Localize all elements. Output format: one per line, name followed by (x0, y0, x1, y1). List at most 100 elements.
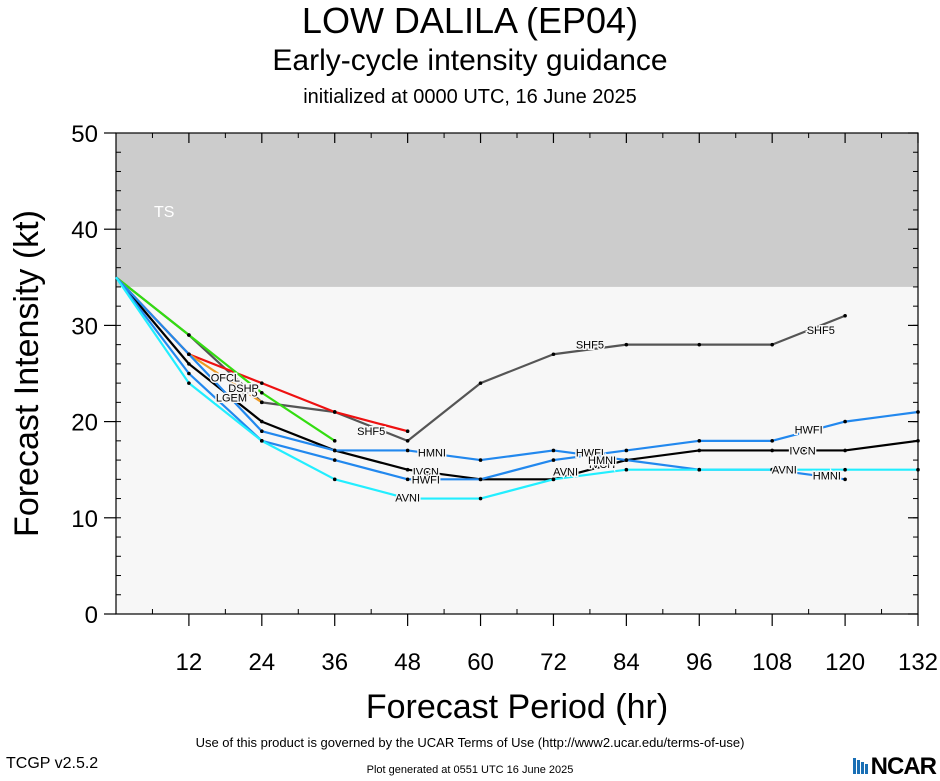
data-point-lgem (260, 400, 264, 405)
ncar-logo-text: NCAR (870, 753, 937, 780)
series-label-hwfi: HWFI (412, 474, 440, 486)
x-tick-label: 132 (898, 649, 938, 676)
intensity-band (116, 133, 918, 287)
series-label-hwfi: HWFI (576, 447, 604, 459)
data-point-avni (332, 477, 337, 482)
data-point-ivcn (843, 448, 847, 453)
y-tick-label: 30 (71, 313, 98, 340)
x-tick-label: 48 (394, 649, 421, 676)
intensity-chart: TS 0 10 20 30 40 50 12 24 36 48 60 72 84 96 108 120 132 Fo… (8, 121, 938, 726)
series-label-shf5: SHF5 (357, 426, 385, 438)
data-point-avni (624, 467, 629, 472)
data-point-hmni (624, 458, 629, 462)
x-tick-label: 36 (321, 649, 348, 676)
data-point-hwfi (332, 458, 337, 462)
series-label-shf5: SHF5 (576, 340, 604, 352)
ncar-logo-icon (852, 758, 868, 774)
data-point-ivcn (916, 439, 920, 443)
data-point-dshp (260, 381, 264, 385)
series-label-hwfi: HWFI (795, 424, 823, 436)
series-label-avni: AVNI (772, 465, 797, 477)
y-tick-label: 10 (71, 506, 98, 533)
data-point-hwfi (405, 477, 410, 482)
series-label-avni: AVNI (553, 467, 578, 479)
data-point-avni (843, 467, 847, 472)
x-tick-label: 12 (176, 649, 203, 676)
data-point-ivcn (770, 448, 774, 453)
data-point-hmni (478, 458, 483, 462)
chart-title: LOW DALILA (EP04) (301, 0, 639, 41)
data-point-hwfi (843, 419, 847, 424)
y-tick-label: 50 (71, 121, 98, 148)
band-label: TS (154, 204, 174, 221)
series-line-avni (115, 276, 918, 500)
generated-time: Plot generated at 0551 UTC 16 June 2025 (366, 764, 574, 776)
series-label-ivcn: IVCN (589, 459, 615, 471)
y-tick-label: 0 (85, 602, 98, 629)
series-label-hmni: HMNI (588, 455, 616, 467)
data-point-hmni (187, 352, 191, 357)
data-point-ivcn (260, 419, 264, 424)
data-point-avni (478, 496, 483, 501)
y-tick-label: 40 (71, 217, 98, 244)
x-tick-label: 60 (467, 649, 494, 676)
data-point-avni (770, 467, 774, 472)
y-axis-title: Forecast Intensity (kt) (8, 210, 46, 537)
series-label-ivcn: IVCN (789, 445, 815, 457)
data-point-hmni (551, 448, 556, 453)
version-label: TCGP v2.5.2 (6, 755, 99, 772)
data-point-ivcn (697, 448, 702, 453)
data-point-hmni (260, 429, 264, 434)
data-point-shf5 (697, 342, 702, 347)
series-group: SHF5SHF5SHF5SHF5DSHPOFCLLGEMIVCNIVCNIVCN… (115, 276, 920, 506)
terms-of-use: Use of this product is governed by the U… (195, 735, 745, 750)
data-point-hwfi (697, 439, 702, 443)
series-label-dshp: DSHP (228, 383, 259, 395)
data-point-avni (551, 477, 556, 482)
data-point-shf5 (551, 352, 556, 357)
ncar-logo: NCAR (852, 753, 937, 781)
data-point-avni (916, 467, 920, 472)
data-point-ofcl (332, 439, 337, 443)
x-tick-label: 72 (540, 649, 567, 676)
data-point-avni (260, 439, 264, 443)
initialization-time: initialized at 0000 UTC, 16 June 2025 (303, 86, 637, 108)
data-point-shf5 (624, 342, 629, 347)
series-label-shf5: SHF5 (807, 325, 835, 337)
series-label-ofcl: OFCL (211, 372, 240, 384)
data-point-ofcl (187, 333, 191, 337)
data-point-hwfi (624, 448, 629, 453)
data-point-hwfi (478, 477, 483, 482)
y-tick-label: 20 (71, 410, 98, 437)
x-tick-label: 120 (825, 649, 865, 676)
x-tick-label: 96 (686, 649, 713, 676)
data-point-ivcn (187, 362, 191, 366)
data-point-dshp (332, 410, 337, 414)
data-point-hmni (405, 448, 410, 453)
data-point-shf5 (843, 313, 847, 318)
data-point-hwfi (187, 371, 191, 376)
series-line-ofcl (115, 276, 336, 442)
series-label-hmni: HMNI (813, 470, 841, 482)
data-point-hmni (843, 477, 847, 482)
series-label-lgem: LGEM (216, 393, 247, 405)
data-point-ofcl (260, 390, 264, 395)
x-tick-label: 24 (248, 649, 275, 676)
series-label-avni: AVNI (395, 493, 420, 505)
data-point-ivcn (405, 467, 410, 472)
x-axis-title: Forecast Period (hr) (366, 688, 668, 726)
data-point-hwfi (916, 410, 920, 414)
data-point-hwfi (770, 439, 774, 443)
series-line-ivcn (115, 276, 919, 481)
data-point-hwfi (551, 458, 556, 462)
data-point-dshp (405, 429, 410, 434)
x-tick-label: 108 (752, 649, 792, 676)
data-point-avni (697, 467, 702, 472)
data-point-avni (405, 496, 410, 501)
series-label-ivcn: IVCN (413, 467, 439, 479)
series-label-shf5: SHF5 (230, 388, 258, 400)
data-point-shf5 (770, 342, 774, 347)
series-label-hmni: HMNI (418, 447, 446, 459)
chart-subtitle: Early-cycle intensity guidance (272, 44, 668, 77)
x-tick-label: 84 (613, 649, 640, 676)
